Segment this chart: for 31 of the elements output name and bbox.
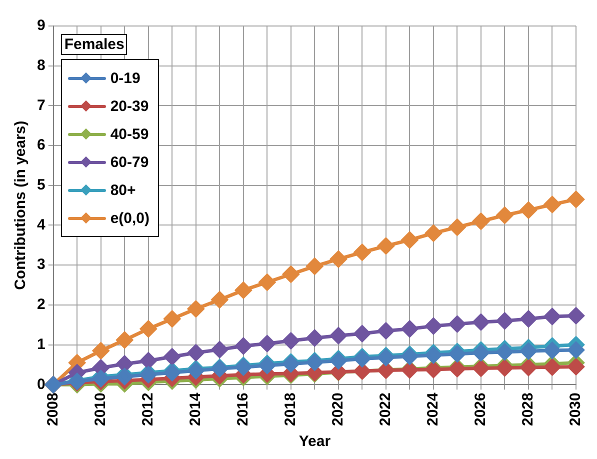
- legend-label: e(0,0): [110, 210, 150, 226]
- x-tick-label: 2008: [44, 392, 62, 426]
- y-tick-label: 8: [37, 56, 46, 74]
- y-tick-label: 4: [37, 216, 46, 234]
- x-tick-label: 2020: [330, 392, 347, 426]
- y-axis-title: Contributions (in years): [12, 120, 30, 290]
- legend-title: Females: [61, 34, 128, 55]
- y-tick-label: 6: [37, 136, 46, 154]
- y-tick-label: 5: [37, 176, 46, 194]
- y-tick-label: 3: [37, 256, 46, 274]
- y-tick-label: 1: [37, 336, 46, 353]
- x-tick-label: 2026: [472, 392, 490, 426]
- y-tick-label: 9: [37, 17, 46, 34]
- legend-label: 80+: [110, 182, 136, 198]
- x-tick-label: 2016: [234, 392, 252, 426]
- y-tick-label: 0: [37, 376, 46, 393]
- x-tick-label: 2022: [377, 392, 394, 426]
- y-tick-label: 2: [37, 296, 46, 314]
- legend-label: 60-79: [110, 154, 149, 170]
- x-tick-label: 2018: [282, 392, 300, 426]
- x-tick-label: 2028: [520, 392, 537, 426]
- legend-label: 0-19: [110, 70, 140, 86]
- x-tick-label: 2010: [92, 392, 109, 426]
- x-tick-label: 2014: [187, 392, 204, 426]
- y-tick-label: 7: [37, 96, 46, 114]
- x-tick-label: 2024: [424, 392, 442, 426]
- legend-label: 20-39: [110, 98, 149, 114]
- x-tick-label: 2012: [140, 392, 157, 426]
- legend-label: 40-59: [110, 126, 149, 142]
- x-axis-title: Year: [298, 433, 331, 450]
- x-tick-label: 2030: [567, 392, 584, 426]
